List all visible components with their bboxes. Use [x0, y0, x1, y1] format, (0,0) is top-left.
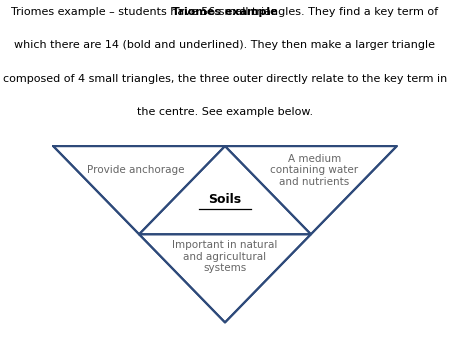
Text: Provide anchorage: Provide anchorage — [87, 165, 184, 175]
Text: Soils: Soils — [208, 193, 242, 206]
Text: Important in natural
and agricultural
systems: Important in natural and agricultural sy… — [172, 240, 278, 273]
Text: which there are 14 (bold and underlined). They then make a larger triangle: which there are 14 (bold and underlined)… — [14, 40, 436, 50]
Text: Triomes example: Triomes example — [172, 7, 278, 17]
Text: A medium
containing water
and nutrients: A medium containing water and nutrients — [270, 153, 358, 187]
Text: the centre. See example below.: the centre. See example below. — [137, 107, 313, 117]
Text: Triomes example – students have 56 small triangles. They find a key term of: Triomes example – students have 56 small… — [11, 7, 439, 17]
Text: composed of 4 small triangles, the three outer directly relate to the key term i: composed of 4 small triangles, the three… — [3, 74, 447, 83]
